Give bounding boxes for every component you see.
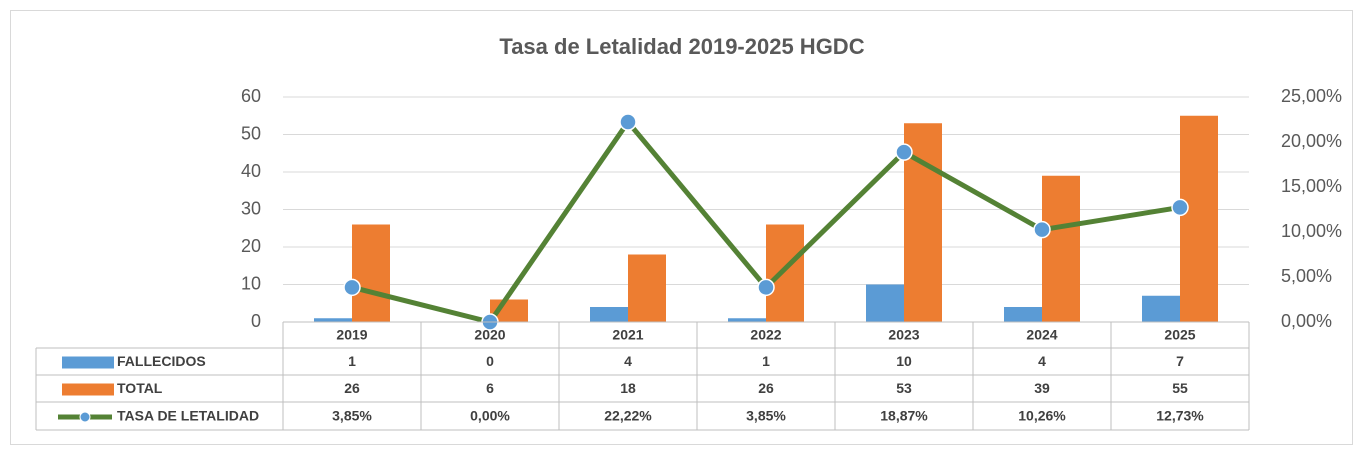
table-value: 7 [1176, 353, 1184, 369]
table-value: 4 [624, 353, 632, 369]
x-tick-label: 2022 [750, 327, 781, 343]
bar [628, 254, 666, 322]
y-tick-label: 20 [241, 236, 261, 256]
chart-border [10, 10, 1353, 445]
table-value: 12,73% [1156, 408, 1204, 424]
legend-label: FALLECIDOS [117, 353, 206, 369]
table-value: 1 [348, 353, 356, 369]
bar [1004, 307, 1042, 322]
line-marker [1171, 198, 1189, 217]
chart-title: Tasa de Letalidad 2019-2025 HGDC [499, 34, 864, 59]
line-marker [1033, 220, 1051, 239]
y-tick-label: 40 [241, 161, 261, 181]
bar [1142, 295, 1180, 322]
y-tick-label: 10 [241, 273, 261, 293]
bar [866, 284, 904, 322]
table-value: 1 [762, 353, 770, 369]
legend-key [62, 356, 114, 369]
y2-tick-label: 10,00% [1281, 221, 1342, 241]
table-value: 22,22% [604, 408, 652, 424]
table-value: 53 [896, 380, 912, 396]
y2-tick-label: 5,00% [1281, 266, 1332, 286]
line-marker [619, 113, 637, 131]
table-value: 10 [896, 353, 912, 369]
legend-key-marker [79, 411, 91, 423]
x-tick-label: 2025 [1164, 327, 1195, 343]
line-marker [757, 278, 775, 297]
table-value: 26 [758, 380, 774, 396]
x-tick-label: 2023 [888, 327, 919, 343]
legend-key [62, 383, 114, 396]
line-marker [343, 278, 361, 297]
y2-tick-label: 0,00% [1281, 311, 1332, 331]
y-tick-label: 0 [251, 311, 261, 331]
bar [1180, 115, 1218, 322]
y-tick-label: 60 [241, 86, 261, 106]
table-value: 0,00% [470, 408, 510, 424]
table-value: 18,87% [880, 408, 928, 424]
table-value: 0 [486, 353, 494, 369]
x-tick-label: 2021 [612, 327, 643, 343]
table-value: 3,85% [746, 408, 786, 424]
table-value: 55 [1172, 380, 1188, 396]
x-tick-label: 2024 [1026, 327, 1057, 343]
y2-tick-label: 25,00% [1281, 86, 1342, 106]
table-value: 4 [1038, 353, 1046, 369]
bar [590, 307, 628, 322]
legend-label: TOTAL [117, 380, 163, 396]
table-value: 3,85% [332, 408, 372, 424]
table-value: 10,26% [1018, 408, 1066, 424]
legend-label: TASA DE LETALIDAD [117, 408, 259, 424]
table-value: 26 [344, 380, 360, 396]
table-value: 18 [620, 380, 636, 396]
y-tick-label: 50 [241, 123, 261, 143]
bar [314, 318, 352, 322]
bar [352, 224, 390, 322]
line-marker [895, 143, 913, 161]
y2-tick-label: 15,00% [1281, 176, 1342, 196]
table-value: 39 [1034, 380, 1050, 396]
y2-tick-label: 20,00% [1281, 131, 1342, 151]
bar [766, 224, 804, 322]
x-tick-label: 2019 [336, 327, 367, 343]
y-tick-label: 30 [241, 198, 261, 218]
bar [1042, 175, 1080, 322]
table-value: 6 [486, 380, 494, 396]
x-tick-label: 2020 [474, 327, 505, 343]
bar [728, 318, 766, 322]
